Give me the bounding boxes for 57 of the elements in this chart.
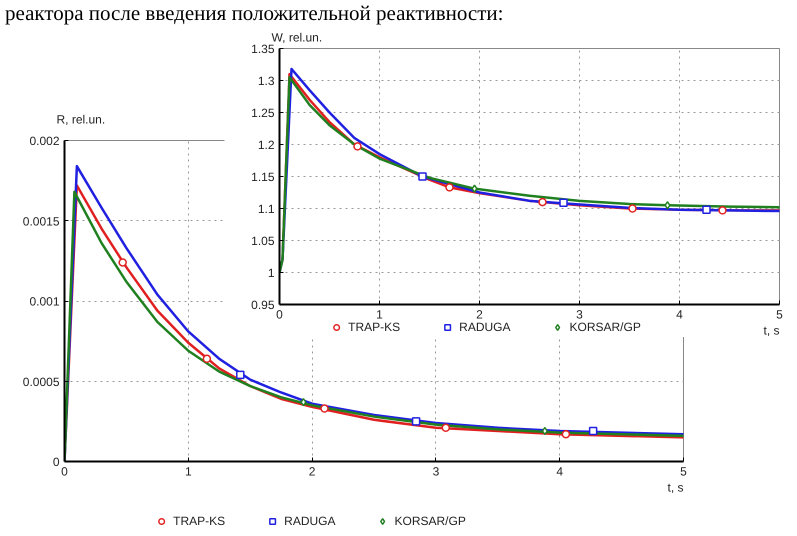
point — [418, 172, 427, 181]
point — [300, 398, 307, 406]
y-tick-label: 1.1 — [258, 202, 275, 216]
y-axis-title: R, rel.un. — [56, 112, 106, 126]
point — [702, 206, 711, 214]
point — [628, 204, 637, 213]
legend-label: KORSAR/GP — [570, 320, 641, 334]
point — [202, 354, 212, 364]
y-tick-label: 0.0015 — [22, 214, 60, 228]
y-tick-label: 1 — [268, 266, 275, 280]
y-tick-label: 1.25 — [251, 106, 275, 120]
point — [559, 198, 568, 207]
point — [320, 404, 329, 413]
x-tick-label: 4 — [676, 308, 684, 322]
point — [442, 424, 450, 432]
y-tick-label: 1.3 — [258, 74, 275, 88]
y-tick-label: 0 — [52, 455, 60, 469]
point — [664, 201, 671, 210]
point — [445, 183, 454, 192]
x-tick-label: 5 — [680, 464, 688, 478]
x-tick-label: 1 — [184, 464, 192, 478]
legend-label: RADUGA — [284, 514, 336, 528]
x-tick-label: 2 — [476, 308, 484, 322]
legend-label: TRAP-KS — [173, 514, 226, 528]
y-tick-label: 0.002 — [29, 134, 60, 148]
point — [236, 370, 245, 380]
y-tick-label: 1.2 — [258, 138, 275, 152]
x-tick-label: 5 — [776, 308, 784, 322]
chart-title: реактора после введения положительной реактивности: — [5, 1, 504, 25]
legend-label: KORSAR/GP — [394, 514, 466, 528]
y-tick-label: 0.0005 — [22, 374, 60, 389]
point — [353, 142, 362, 151]
x-tick-label: 0 — [61, 464, 68, 478]
point — [588, 426, 598, 436]
y-tick-label: 1.35 — [251, 42, 275, 56]
x-tick-label: 0 — [276, 308, 284, 322]
x-tick-label: 3 — [432, 464, 440, 478]
point — [412, 417, 420, 426]
legend-label: TRAP-KS — [348, 320, 400, 334]
legend-label: RADUGA — [459, 320, 510, 334]
y-tick-label: 1.05 — [251, 234, 275, 248]
point — [542, 426, 548, 436]
x-tick-label: 2 — [308, 464, 316, 478]
x-axis-title: t, s — [764, 324, 780, 338]
x-tick-label: 4 — [556, 464, 564, 478]
point — [718, 206, 727, 215]
y-tick-label: 0.95 — [251, 298, 275, 312]
y-axis-title: W, rel.un. — [272, 30, 322, 44]
point — [471, 184, 478, 193]
y-tick-label: 0.001 — [29, 294, 60, 308]
point — [562, 430, 570, 438]
x-tick-label: 3 — [576, 308, 584, 322]
point — [538, 198, 547, 206]
point — [118, 258, 127, 267]
y-tick-label: 1.15 — [251, 170, 275, 184]
x-axis-title: t, s — [668, 480, 684, 494]
x-tick-label: 1 — [376, 308, 384, 322]
